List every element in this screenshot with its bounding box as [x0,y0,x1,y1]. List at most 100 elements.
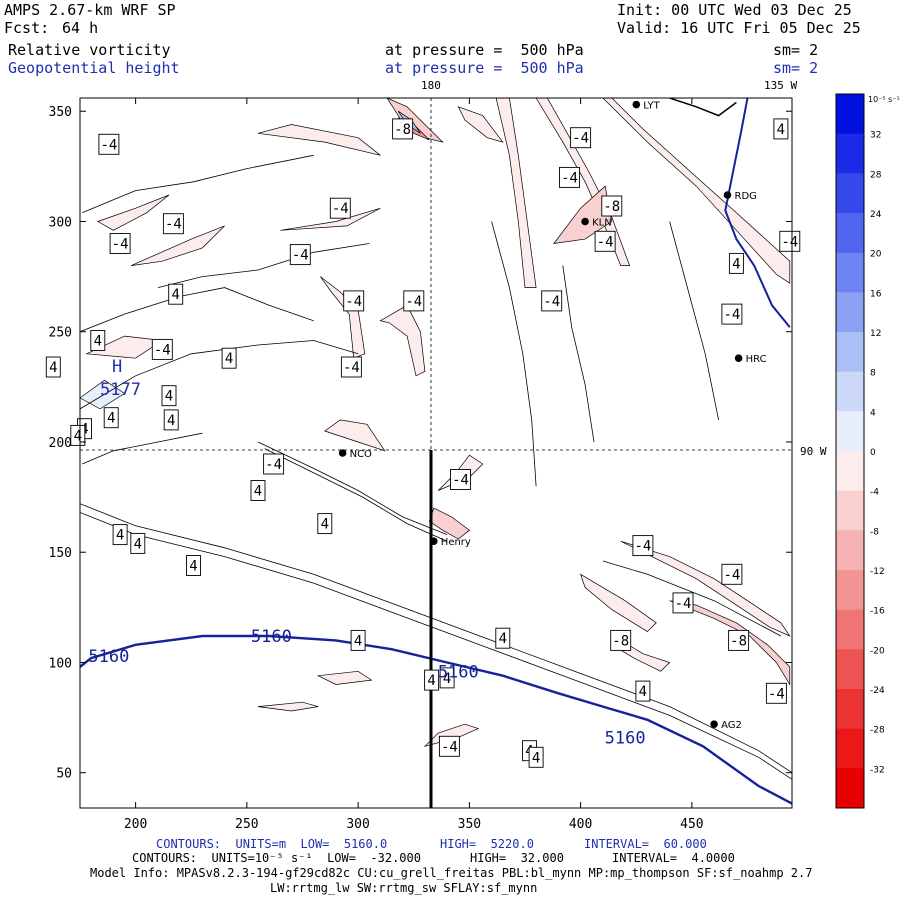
reference-lines [80,98,792,808]
contour-label-frame [340,356,362,378]
y-tick-label: 350 [49,105,72,120]
station-dot [734,354,743,363]
contour-label-frame [98,133,120,155]
contour-label-text: 4 [532,750,540,766]
colorbar-tick-label: 16 [870,289,882,299]
colorbar: 32 28 24 20 16 12 8 4 0 -4 -8 -12 -16 -20 -24 -28 -32 10⁻… [835,93,900,809]
height-label: 5160 [88,647,129,667]
contour-label-text: -4 [332,201,349,217]
contour-label-text: -4 [675,596,692,612]
field1-name: Relative vorticity [8,41,171,59]
contour-label-box: 4 [112,524,128,546]
contour-label-text: 4 [427,673,435,689]
contour-label-box: 4 [528,746,544,768]
colorbar-unit: 10⁻⁵ s⁻¹ [868,95,900,104]
contour-label-box: 4 [168,283,184,305]
contour-label-frame [570,127,592,149]
colorbar-tick-label: -32 [870,765,885,775]
colorbar-tick-label: -16 [870,607,885,617]
contour-label-frame [635,680,651,702]
colorbar-tick-label: 20 [870,250,882,260]
height-contour-labels: 5160 5160 5160 5160 [88,627,645,748]
contour-label-box: -4 [779,230,801,252]
contour-label-box: 4 [221,347,237,369]
plot-frame [79,97,793,809]
contour-label-text: -4 [768,686,785,702]
contour-label-box: 4 [103,407,119,429]
contour-label-text: -4 [543,294,560,310]
contour-label-frame [221,347,237,369]
y-tick-label: 300 [49,216,72,231]
vorticity-contour-line [669,221,719,420]
contour-label-box: -4 [632,535,654,557]
contour-label-frame [263,453,285,475]
contour-label-text: -4 [452,473,469,489]
contour-label-box: 4 [350,629,366,651]
contour-label-text: -8 [612,633,629,649]
vorticity-band [257,124,381,156]
contour-label-box: -4 [343,290,365,312]
vorticity-band [535,98,631,266]
high-pressure-marker: H [112,357,123,377]
vorticity-band [669,600,791,686]
station-label: Henry [441,537,471,548]
contour-label-frame [329,197,351,219]
contour-label-box: -8 [728,629,750,651]
forecast-value: 64 h [62,19,99,37]
contour-label-frame [90,330,106,351]
contour-label-box: 4 [317,513,333,535]
contour-label-text: -4 [561,170,578,186]
colorbar-segment [836,768,864,809]
x-tick-label: 300 [346,817,369,832]
contour-label-text: -4 [343,360,360,376]
colorbar-segment [836,490,864,531]
contour-label-frame [343,290,365,312]
contour-label-box: -4 [559,166,580,188]
vorticity-band [316,670,373,685]
contour-label-text: 4 [116,528,124,544]
contour-label-frame [541,290,563,312]
contour-label-frame [779,230,801,252]
x-tick-label: 350 [458,817,481,832]
contour-label-frame [350,629,366,651]
contour-label-box: -4 [340,356,362,378]
lon-135w-label: 135 W [764,79,798,92]
contour-label-text: -4 [634,539,651,555]
vorticity-band [495,98,537,288]
contour-label-box: -4 [672,592,694,614]
x-tick-label: 250 [235,817,258,832]
contour-label-frame [424,669,440,691]
contour-label-frame [163,409,179,431]
footer-height-interval: INTERVAL= 60.000 [584,837,707,851]
field2-name: Geopotential height [8,59,180,77]
y-tick-label: 100 [49,657,72,672]
contour-label-box: 4 [161,385,177,407]
contour-label-frame [632,535,654,557]
contour-label-box: -4 [151,338,173,360]
contour-label-box: 4 [439,667,455,689]
colorbar-segment [836,173,864,214]
contour-label-text: 4 [254,484,262,500]
colorbar-tick-label: -12 [870,567,885,577]
contour-label-frame [130,532,146,554]
lon-180-label: 180 [421,79,441,92]
footer-height-contours: CONTOURS: UNITS=m LOW= 5160.0 [156,837,388,851]
ice-edge-path [669,98,737,117]
contour-label-frame [112,524,128,546]
contour-label-text: 4 [499,631,507,647]
colorbar-segment [836,609,864,650]
colorbar-segment [836,371,864,412]
contour-label-box: -4 [403,290,425,312]
contour-label-text: -4 [154,342,171,358]
station-label: NCO [350,449,372,460]
colorbar-segment [836,451,864,492]
contour-label-box: 4 [424,669,440,691]
station-label: AG2 [721,720,742,731]
vorticity-band [257,701,319,712]
contour-label-box: -8 [601,195,623,217]
vorticity-band [96,194,170,231]
contour-label-frame [672,592,694,614]
coastline-path [724,98,791,328]
contour-label-text: 4 [165,389,173,405]
